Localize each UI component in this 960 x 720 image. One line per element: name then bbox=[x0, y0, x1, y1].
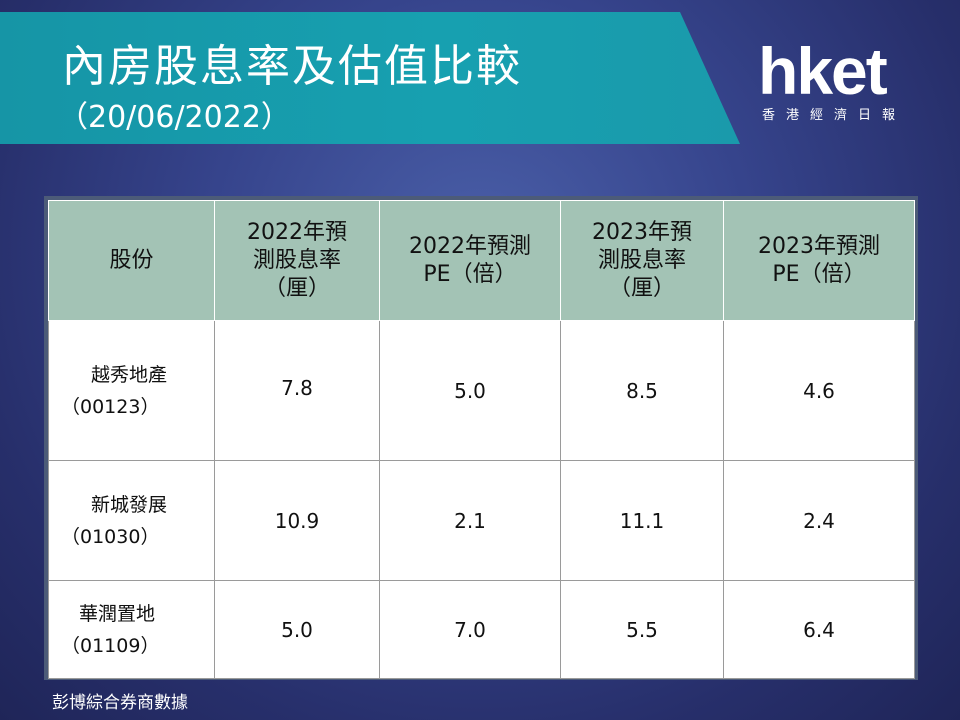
value-cell: 8.5 bbox=[560, 320, 724, 461]
value-cell: 7.0 bbox=[379, 580, 561, 679]
value-cell: 2.1 bbox=[379, 460, 561, 581]
header-line: 2022年預 bbox=[247, 219, 347, 245]
header-2022-yield: 2022年預 測股息率 （厘） bbox=[214, 200, 380, 321]
header-line: 2023年預測 bbox=[758, 233, 880, 259]
stock-name: 越秀地產 bbox=[91, 363, 168, 386]
value-cell: 10.9 bbox=[214, 460, 380, 581]
header-2022-pe: 2022年預測 PE（倍） bbox=[379, 200, 561, 321]
header-line: PE（倍） bbox=[423, 261, 517, 287]
header-line: PE（倍） bbox=[772, 261, 866, 287]
table-row: 新城發展 （01030） 10.9 2.1 11.1 2.4 bbox=[48, 460, 915, 581]
stock-name: 新城發展 bbox=[91, 493, 168, 516]
header-line: 2023年預 bbox=[592, 219, 692, 245]
value-cell: 6.4 bbox=[723, 580, 915, 679]
header-line: （厘） bbox=[263, 275, 330, 301]
table-header-row: 股份 2022年預 測股息率 （厘） 2022年預測 PE（倍） 2023年預 … bbox=[48, 200, 915, 321]
stock-name: 華潤置地 bbox=[79, 602, 156, 625]
value-cell: 5.0 bbox=[214, 580, 380, 679]
stock-code: （01030） bbox=[61, 525, 160, 548]
header-line: 測股息率 bbox=[252, 247, 341, 273]
value-cell: 5.5 bbox=[560, 580, 724, 679]
page-title: 內房股息率及估值比較 bbox=[62, 41, 522, 92]
stock-code: （01109） bbox=[61, 634, 160, 657]
hket-logo: hket 香港經濟日報 bbox=[758, 36, 928, 126]
page-date: （20/06/2022） bbox=[58, 100, 291, 135]
stock-code: （00123） bbox=[61, 395, 160, 418]
header-line: 2022年預測 bbox=[409, 233, 531, 259]
table-row: 越秀地產 （00123） 7.8 5.0 8.5 4.6 bbox=[48, 320, 915, 461]
header-2023-pe: 2023年預測 PE（倍） bbox=[723, 200, 915, 321]
value-cell: 4.6 bbox=[723, 320, 915, 461]
header-line: 股份 bbox=[109, 247, 154, 273]
value-cell: 2.4 bbox=[723, 460, 915, 581]
table-row: 華潤置地 （01109） 5.0 7.0 5.5 6.4 bbox=[48, 580, 915, 679]
data-source-note: 彭博綜合券商數據 bbox=[52, 693, 188, 713]
stock-cell: 華潤置地 （01109） bbox=[48, 580, 215, 679]
value-cell: 5.0 bbox=[379, 320, 561, 461]
header-stock: 股份 bbox=[48, 200, 215, 321]
comparison-table: 股份 2022年預 測股息率 （厘） 2022年預測 PE（倍） 2023年預 … bbox=[48, 200, 915, 679]
header-line: （厘） bbox=[608, 275, 675, 301]
value-cell: 11.1 bbox=[560, 460, 724, 581]
logo-brand: hket bbox=[758, 34, 888, 108]
header-line: 測股息率 bbox=[597, 247, 686, 273]
logo-tagline: 香港經濟日報 bbox=[762, 108, 907, 123]
title-banner bbox=[0, 12, 740, 144]
header-2023-yield: 2023年預 測股息率 （厘） bbox=[560, 200, 724, 321]
stock-cell: 新城發展 （01030） bbox=[48, 460, 215, 581]
value-cell: 7.8 bbox=[214, 320, 380, 461]
stock-cell: 越秀地產 （00123） bbox=[48, 320, 215, 461]
